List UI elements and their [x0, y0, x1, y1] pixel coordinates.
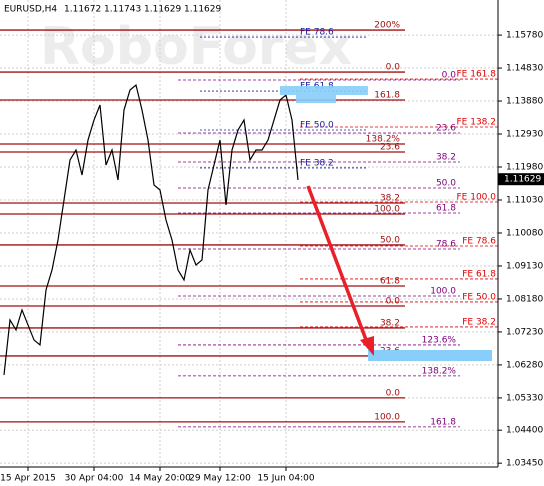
fib-label: FE 61.8: [462, 269, 496, 279]
fib-label: 38.2: [436, 153, 456, 163]
ohlc-close: 1.11629: [184, 5, 221, 15]
fib-label: 0.0: [386, 388, 401, 398]
x-tick-label: 15 Apr 2015: [0, 474, 56, 484]
y-tick-label: 1.03450: [506, 459, 543, 469]
fib-label: 61.8: [436, 203, 456, 213]
x-tick-label: 15 Jun 04:00: [257, 474, 314, 484]
target-zone: [368, 350, 492, 361]
current-price-box: [498, 173, 544, 186]
fib-label: 161.8: [430, 417, 456, 427]
fib-label: FE 78.6: [462, 236, 496, 246]
fib-label: 0.0: [442, 71, 457, 81]
fib-label: 61.8: [380, 276, 400, 286]
y-tick-label: 1.14830: [506, 64, 543, 74]
fib-label: FE 138.2: [457, 118, 497, 128]
y-tick-label: 1.08180: [506, 294, 543, 304]
fib-label: 100.0: [430, 286, 456, 296]
y-tick-label: 1.09130: [506, 261, 543, 271]
target-zone: [296, 95, 336, 103]
y-tick-label: 1.06280: [506, 360, 543, 370]
fib-label: 38.2: [380, 318, 400, 328]
y-tick-label: 1.11980: [506, 163, 543, 173]
x-tick-label: 29 May 12:00: [189, 474, 251, 484]
fib-label: FE 50.0: [300, 121, 334, 131]
ohlc-high: 1.11743: [104, 5, 141, 15]
x-tick-label: 30 Apr 04:00: [65, 474, 124, 484]
fib-label: 100.0: [374, 204, 400, 214]
y-tick-label: 1.04400: [506, 426, 543, 436]
x-tick-label: 14 May 20:00: [129, 474, 191, 484]
fib-label: 200%: [374, 21, 400, 31]
symbol: EURUSD,H4: [4, 5, 57, 15]
forecast-arrow: [306, 185, 370, 346]
fib-label: 161.8: [374, 91, 400, 101]
fib-label: 50.0: [380, 235, 400, 245]
fib-label: 78.6: [436, 239, 456, 249]
y-tick-label: 1.15780: [506, 31, 543, 41]
fib-label: FE 100.0: [457, 192, 497, 202]
target-zone: [280, 86, 368, 95]
fib-label: FE 161.8: [457, 70, 497, 80]
ohlc-low: 1.11629: [144, 5, 181, 15]
fib-label: 23.6: [436, 124, 456, 134]
y-tick-label: 1.07230: [506, 327, 543, 337]
y-tick-label: 1.10080: [506, 228, 543, 238]
fib-label: FE 78.6: [300, 28, 334, 38]
fib-label: FE 38.2: [462, 317, 496, 327]
y-tick-label: 1.11030: [506, 195, 543, 205]
price-line: [3, 83, 299, 375]
fib-label: 138.2%: [422, 366, 457, 376]
current-price-label: 1.11629: [504, 175, 541, 185]
fib-label: FE 50.0: [462, 292, 496, 302]
y-tick-label: 1.12930: [506, 130, 543, 140]
fib-label: 0.0: [386, 63, 401, 73]
fib-label: 50.0: [436, 179, 456, 189]
watermark: RoboForex: [40, 17, 352, 77]
fib-label: 123.6%: [422, 335, 457, 345]
fib-label: 38.2: [380, 193, 400, 203]
ohlc-open: 1.11672: [64, 5, 101, 15]
fib-label: 138.2%: [366, 135, 401, 145]
fib-label: 100.0: [374, 412, 400, 422]
fib-label: FE 38.2: [300, 158, 334, 168]
y-tick-label: 1.13880: [506, 97, 543, 107]
fib-label: 23.6: [380, 143, 400, 153]
arrow-head: [360, 336, 374, 356]
fib-label: 0.0: [386, 296, 401, 306]
y-tick-label: 1.05330: [506, 393, 543, 403]
